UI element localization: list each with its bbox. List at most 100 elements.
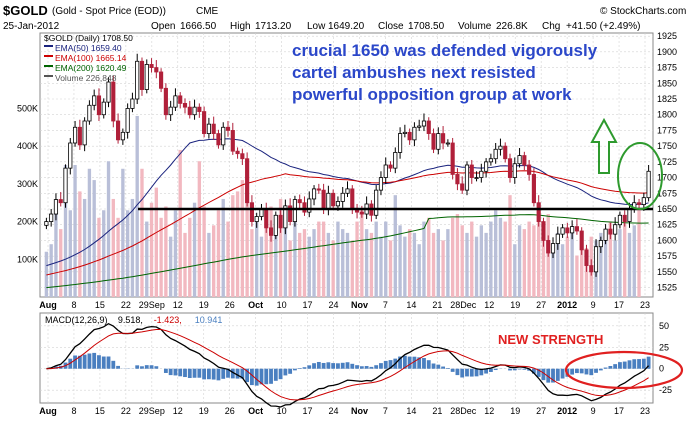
header-date: 25-Jan-2012 [3, 21, 60, 32]
candle-body [527, 165, 530, 174]
candle-body [97, 96, 100, 115]
volume-bar [322, 222, 325, 297]
macd-histogram-bar [508, 369, 512, 371]
volume-bar [633, 225, 636, 297]
candle-body [236, 151, 239, 154]
candle-body [379, 178, 382, 191]
candle-body [642, 198, 645, 205]
macd-label-part: MACD(12,26,9) [45, 315, 108, 325]
x-tick-label: 27 [536, 300, 546, 310]
macd-histogram-bar [221, 369, 225, 379]
symbol-description: (Gold - Spot Price (EOD)) [52, 6, 166, 17]
x-tick-label: 19 [199, 300, 209, 310]
macd-histogram-bar [374, 365, 378, 369]
macd-histogram-bar [102, 357, 106, 369]
legend-swatch [44, 75, 53, 77]
candle-body [413, 127, 416, 140]
candle-body [384, 165, 387, 178]
volume-bar [499, 218, 502, 297]
macd-histogram-bar [618, 362, 622, 369]
candle-body [83, 121, 86, 145]
price-tick-label: 1925 [657, 31, 677, 41]
candle-body [322, 190, 325, 209]
candle-body [566, 228, 569, 233]
macd-histogram-bar [140, 366, 144, 368]
candle-body [523, 156, 526, 165]
candle-body [508, 159, 511, 178]
macd-histogram-bar [264, 369, 268, 384]
volume-bar [308, 237, 311, 297]
candle-body [570, 227, 573, 233]
candle-body [331, 193, 334, 206]
x-tick-label: 26 [225, 300, 235, 310]
x-tick-label: 2012 [557, 300, 577, 310]
candle-body [470, 165, 473, 178]
volume-bar [188, 218, 191, 297]
candle-body [202, 112, 205, 134]
macd-x-tick-label: 19 [510, 406, 520, 416]
candle-body [585, 250, 588, 266]
macd-histogram-bar [589, 369, 593, 375]
candle-body [131, 99, 134, 108]
volume-bar [202, 206, 205, 297]
candle-body [623, 215, 626, 221]
x-tick-label: 24 [329, 300, 339, 310]
volume-bar [489, 222, 492, 297]
macd-histogram-bar [451, 369, 455, 372]
volume-bar [107, 161, 110, 297]
x-tick-label: 17 [614, 300, 624, 310]
volume-bar [83, 199, 86, 297]
macd-histogram-bar [269, 369, 273, 384]
candle-body [78, 127, 81, 145]
volume-label: Volume [458, 21, 492, 32]
macd-x-tick-label: 24 [329, 406, 339, 416]
ohlc-low-label: Low [307, 21, 326, 32]
candle-body [556, 234, 559, 243]
candle-body [637, 203, 640, 205]
macd-histogram-bar [460, 369, 464, 378]
macd-histogram-bar [92, 353, 96, 369]
candle-body [69, 143, 72, 168]
candle-body [437, 134, 440, 150]
chg-value: +41.50 (+2.49%) [566, 21, 641, 32]
x-tick-label: Oct [248, 300, 263, 310]
candle-body [212, 124, 215, 133]
candle-body [580, 231, 583, 250]
volume-bar [174, 210, 177, 297]
volume-bar [441, 240, 444, 297]
volume-bar [341, 229, 344, 297]
x-tick-label: 9 [591, 300, 596, 310]
macd-histogram-bar [623, 362, 627, 369]
macd-tick-label: 25 [659, 342, 669, 352]
price-tick-label: 1600 [657, 235, 677, 245]
candle-body [394, 152, 397, 168]
macd-histogram-bar [111, 361, 115, 369]
macd-histogram-bar [288, 369, 292, 374]
candle-body [427, 121, 430, 134]
macd-histogram-bar [561, 369, 565, 379]
macd-histogram-bar [608, 366, 612, 369]
legend-entry: EMA(200) 1620.49 [55, 63, 127, 73]
volume-bar [155, 188, 158, 297]
macd-histogram-bar [346, 362, 350, 368]
price-tick-label: 1550 [657, 267, 677, 277]
volume-bar [351, 240, 354, 297]
candle-body [613, 225, 616, 234]
candle-body [551, 244, 554, 253]
candle-body [422, 121, 425, 126]
candle-body [456, 174, 459, 183]
volume-bar [236, 191, 239, 297]
macd-histogram-bar [570, 369, 574, 375]
candle-body [542, 222, 545, 241]
macd-histogram-bar [298, 368, 302, 369]
macd-histogram-bar [494, 369, 498, 370]
price-tick-label: 1625 [657, 220, 677, 230]
macd-x-tick-label: 9 [591, 406, 596, 416]
volume-bar [384, 222, 387, 297]
candle-body [279, 215, 282, 228]
candle-body [346, 189, 349, 193]
macd-x-tick-label: 17 [303, 406, 313, 416]
macd-histogram-bar [408, 357, 412, 369]
candle-body [446, 143, 449, 144]
macd-histogram-bar [293, 369, 297, 371]
